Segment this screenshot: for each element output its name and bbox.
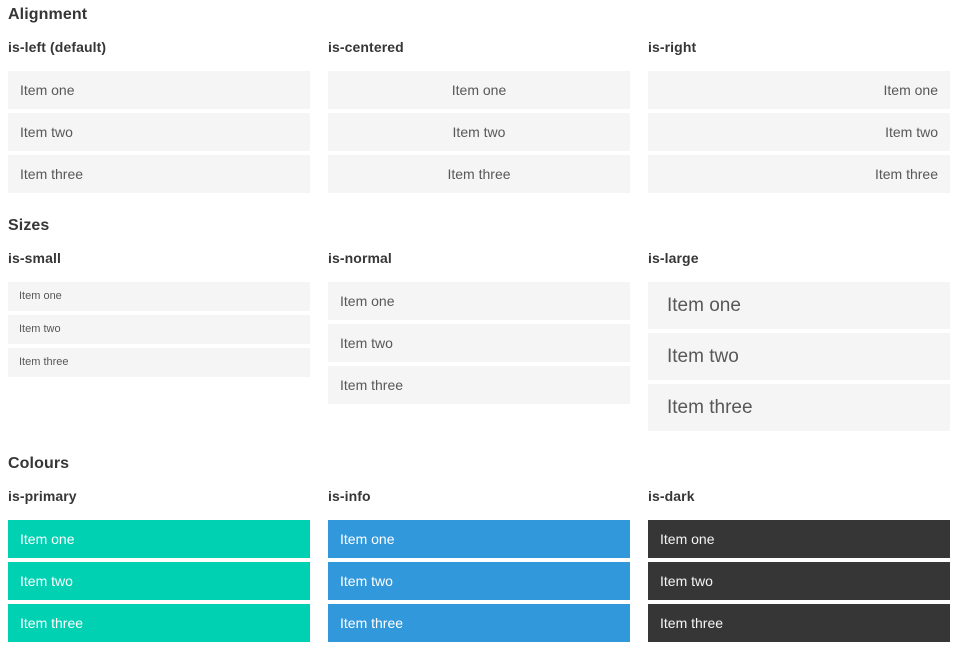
list-item: Item three <box>8 604 310 642</box>
group-heading: is-primary <box>8 488 77 504</box>
list-item: Item one <box>328 282 630 320</box>
list-item: Item one <box>8 282 310 311</box>
list-item: Item three <box>328 155 630 193</box>
list-item: Item one <box>648 520 950 558</box>
list-item: Item one <box>8 520 310 558</box>
group-is-info: is-info Item one Item two Item three <box>328 488 630 642</box>
group-is-centered: is-centered Item one Item two Item three <box>328 39 630 193</box>
group-is-small: is-small Item one Item two Item three <box>8 250 310 377</box>
group-heading: is-dark <box>648 488 695 504</box>
list-centered: Item one Item two Item three <box>328 71 630 193</box>
list-large: Item one Item two Item three <box>648 282 950 431</box>
group-heading: is-large <box>648 250 699 266</box>
list-left-aligned: Item one Item two Item three <box>8 71 310 193</box>
group-heading: is-right <box>648 39 697 55</box>
list-info: Item one Item two Item three <box>328 520 630 642</box>
list-item: Item one <box>648 71 950 109</box>
list-item: Item two <box>328 113 630 151</box>
list-item: Item two <box>648 562 950 600</box>
group-heading: is-centered <box>328 39 404 55</box>
list-item: Item one <box>328 71 630 109</box>
group-is-normal: is-normal Item one Item two Item three <box>328 250 630 404</box>
list-item: Item two <box>328 562 630 600</box>
list-item: Item three <box>648 604 950 642</box>
group-heading: is-normal <box>328 250 392 266</box>
list-item: Item one <box>328 520 630 558</box>
group-is-primary: is-primary Item one Item two Item three <box>8 488 310 642</box>
list-item: Item two <box>648 333 950 380</box>
list-item: Item three <box>8 155 310 193</box>
list-item: Item three <box>8 348 310 377</box>
list-item: Item three <box>328 366 630 404</box>
list-primary: Item one Item two Item three <box>8 520 310 642</box>
list-item: Item one <box>8 71 310 109</box>
list-item: Item two <box>328 324 630 362</box>
list-dark: Item one Item two Item three <box>648 520 950 642</box>
group-heading: is-left (default) <box>8 39 107 55</box>
list-item: Item one <box>648 282 950 329</box>
list-item: Item two <box>648 113 950 151</box>
section-colours: Colours is-primary Item one Item two Ite… <box>8 454 950 642</box>
list-right-aligned: Item one Item two Item three <box>648 71 950 193</box>
section-alignment: Alignment is-left (default) Item one Ite… <box>8 5 950 193</box>
alignment-groups: is-left (default) Item one Item two Item… <box>8 39 950 193</box>
section-title: Alignment <box>8 6 88 23</box>
colours-groups: is-primary Item one Item two Item three … <box>8 488 950 642</box>
group-is-left: is-left (default) Item one Item two Item… <box>8 39 310 193</box>
section-title: Colours <box>8 455 70 472</box>
sizes-groups: is-small Item one Item two Item three is… <box>8 250 950 431</box>
group-is-right: is-right Item one Item two Item three <box>648 39 950 193</box>
group-heading: is-small <box>8 250 61 266</box>
section-sizes: Sizes is-small Item one Item two Item th… <box>8 216 950 431</box>
group-heading: is-info <box>328 488 371 504</box>
list-item: Item three <box>648 155 950 193</box>
list-small: Item one Item two Item three <box>8 282 310 377</box>
list-item: Item three <box>648 384 950 431</box>
list-item: Item three <box>328 604 630 642</box>
group-is-large: is-large Item one Item two Item three <box>648 250 950 431</box>
section-title: Sizes <box>8 217 50 234</box>
list-normal: Item one Item two Item three <box>328 282 630 404</box>
list-item: Item two <box>8 562 310 600</box>
list-item: Item two <box>8 315 310 344</box>
list-item: Item two <box>8 113 310 151</box>
group-is-dark: is-dark Item one Item two Item three <box>648 488 950 642</box>
